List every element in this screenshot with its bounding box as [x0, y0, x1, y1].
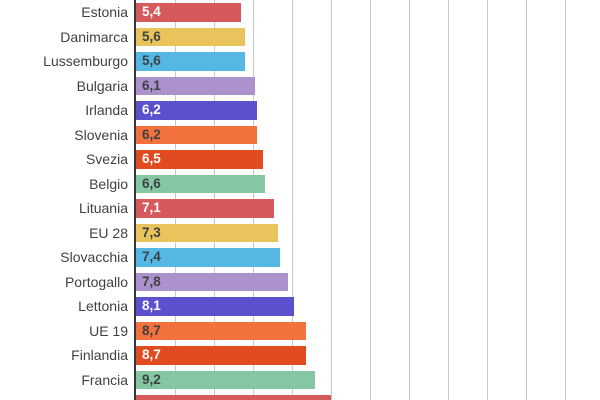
bar-value-label: 5,6	[142, 53, 161, 68]
category-label: Slovenia	[74, 126, 128, 143]
bar-value-label: 7,4	[142, 249, 161, 264]
gridline	[370, 0, 371, 400]
y-axis-line	[134, 0, 136, 400]
category-label: Irlanda	[85, 102, 128, 118]
gridline	[331, 0, 332, 400]
bar-value-label: 9,2	[142, 371, 161, 387]
category-label: Belgio	[89, 175, 128, 192]
bar[interactable]: 6,2	[136, 101, 257, 120]
bar[interactable]: 6,5	[136, 150, 263, 169]
category-label: Lettonia	[78, 298, 128, 314]
gridline	[487, 0, 488, 400]
category-label: Svezia	[85, 151, 128, 167]
bar[interactable]: 9,2	[136, 370, 316, 389]
bar[interactable]	[136, 395, 331, 400]
bar-value-label: 6,1	[142, 77, 161, 93]
bar-value-label: 7,8	[142, 273, 161, 289]
category-label: Danimarca	[60, 28, 128, 45]
bar-value-label: 5,6	[142, 28, 161, 44]
bar-value-label: 8,7	[142, 322, 161, 338]
bar[interactable]: 8,7	[136, 321, 306, 340]
gridline	[448, 0, 449, 400]
bar[interactable]: 8,7	[136, 346, 306, 365]
category-label: EU 28	[89, 224, 128, 241]
gridline	[292, 0, 293, 400]
category-label: Bulgaria	[76, 77, 128, 94]
category-label: Lussemburgo	[43, 53, 128, 69]
bar-value-label: 6,2	[142, 126, 161, 142]
category-label: Slovacchia	[60, 249, 128, 265]
bar[interactable]: 7,3	[136, 223, 279, 242]
bar[interactable]: 5,6	[136, 52, 246, 71]
bar-value-label: 7,3	[142, 224, 161, 240]
bar[interactable]: 7,4	[136, 248, 281, 267]
bar-value-label: 6,6	[142, 175, 161, 191]
bar[interactable]: 8,1	[136, 297, 294, 316]
bar-value-label: 8,7	[142, 347, 161, 362]
bar[interactable]: 7,1	[136, 199, 275, 218]
bar-value-label: 6,2	[142, 102, 161, 117]
bar[interactable]: 6,6	[136, 174, 265, 193]
bar-value-label: 8,1	[142, 298, 161, 313]
category-label: Portogallo	[64, 273, 128, 290]
bar[interactable]: 6,1	[136, 76, 255, 95]
bar-value-label: 7,1	[142, 200, 161, 215]
bar[interactable]: 7,8	[136, 272, 289, 291]
category-label: Finlandia	[71, 347, 128, 363]
bar[interactable]: 5,6	[136, 27, 246, 46]
category-label: Estonia	[81, 4, 128, 20]
category-label: Lituania	[78, 200, 128, 216]
gridline	[409, 0, 410, 400]
category-label: UE 19	[89, 322, 128, 339]
bar-value-label: 6,5	[142, 151, 161, 166]
bar-value-label: 5,4	[142, 4, 161, 19]
bar[interactable]: 5,4	[136, 3, 242, 22]
gridline	[565, 0, 566, 400]
gridline	[526, 0, 527, 400]
category-label: Francia	[81, 371, 128, 388]
bar[interactable]: 6,2	[136, 125, 257, 144]
